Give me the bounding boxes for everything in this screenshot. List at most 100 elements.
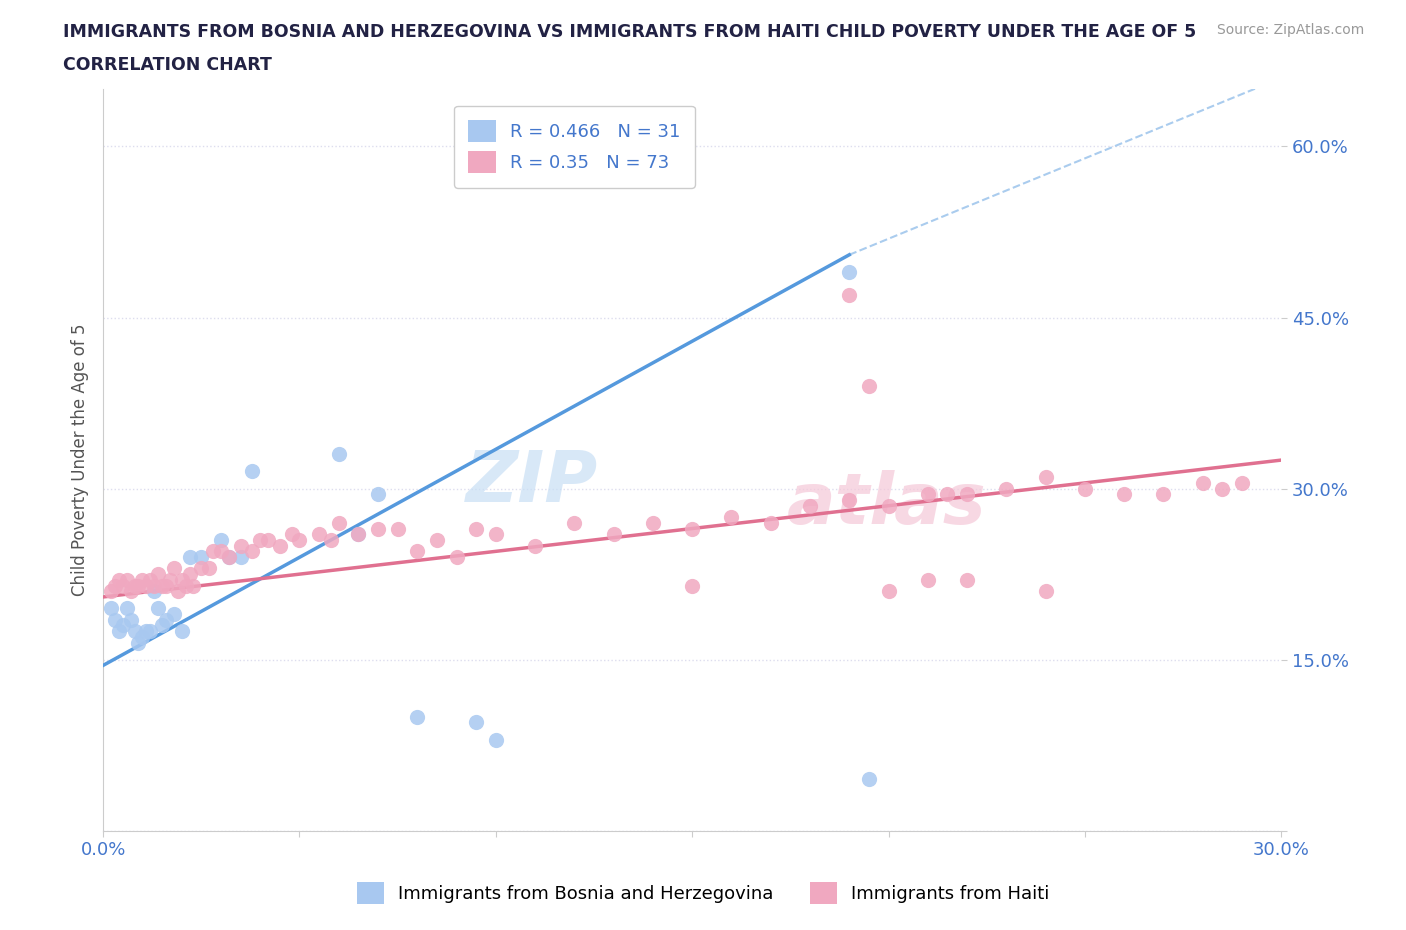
Point — [367, 487, 389, 502]
Point — [146, 601, 169, 616]
Point — [485, 526, 508, 541]
Point — [1035, 584, 1057, 599]
Text: IMMIGRANTS FROM BOSNIA AND HERZEGOVINA VS IMMIGRANTS FROM HAITI CHILD POVERTY UN: IMMIGRANTS FROM BOSNIA AND HERZEGOVINA V… — [63, 23, 1197, 41]
Point — [602, 526, 624, 541]
Point — [995, 481, 1018, 496]
Point — [406, 544, 429, 559]
Point — [269, 538, 291, 553]
Point — [150, 578, 173, 593]
Point — [1114, 487, 1136, 502]
Point — [174, 578, 197, 593]
Point — [858, 379, 880, 393]
Point — [917, 487, 939, 502]
Point — [280, 526, 302, 541]
Point — [150, 618, 173, 633]
Point — [720, 510, 742, 525]
Point — [956, 572, 979, 587]
Point — [877, 498, 900, 513]
Point — [257, 533, 280, 548]
Point — [641, 515, 664, 530]
Point — [183, 578, 205, 593]
Point — [446, 550, 468, 565]
Point — [681, 521, 703, 536]
Point — [159, 572, 181, 587]
Point — [1211, 481, 1233, 496]
Point — [115, 601, 138, 616]
Legend: R = 0.466   N = 31, R = 0.35   N = 73: R = 0.466 N = 31, R = 0.35 N = 73 — [454, 106, 695, 188]
Point — [759, 515, 782, 530]
Point — [124, 578, 146, 593]
Point — [218, 550, 240, 565]
Point — [858, 772, 880, 787]
Point — [328, 447, 350, 462]
Text: Source: ZipAtlas.com: Source: ZipAtlas.com — [1216, 23, 1364, 37]
Point — [170, 624, 193, 639]
Point — [143, 584, 166, 599]
Point — [564, 515, 586, 530]
Point — [135, 578, 157, 593]
Point — [877, 584, 900, 599]
Point — [155, 612, 177, 627]
Point — [218, 550, 240, 565]
Point — [104, 578, 127, 593]
Point — [240, 464, 263, 479]
Point — [163, 606, 186, 621]
Point — [936, 487, 959, 502]
Point — [209, 544, 232, 559]
Point — [240, 544, 263, 559]
Point — [347, 526, 370, 541]
Point — [170, 572, 193, 587]
Point — [139, 624, 162, 639]
Point — [127, 578, 149, 593]
Point — [426, 533, 449, 548]
Point — [1230, 475, 1253, 490]
Point — [308, 526, 330, 541]
Text: ZIP: ZIP — [465, 448, 598, 517]
Point — [111, 618, 134, 633]
Point — [681, 578, 703, 593]
Point — [155, 578, 177, 593]
Point — [143, 578, 166, 593]
Point — [1152, 487, 1174, 502]
Point — [108, 624, 131, 639]
Point — [387, 521, 409, 536]
Point — [190, 561, 212, 576]
Point — [127, 635, 149, 650]
Point — [131, 572, 153, 587]
Point — [917, 572, 939, 587]
Point — [120, 612, 142, 627]
Point — [465, 521, 488, 536]
Point — [288, 533, 311, 548]
Point — [319, 533, 342, 548]
Point — [179, 566, 201, 581]
Text: CORRELATION CHART: CORRELATION CHART — [63, 56, 273, 73]
Point — [347, 526, 370, 541]
Point — [838, 493, 860, 508]
Point — [328, 515, 350, 530]
Point — [166, 584, 188, 599]
Point — [956, 487, 979, 502]
Point — [202, 544, 225, 559]
Point — [799, 498, 821, 513]
Point — [115, 572, 138, 587]
Point — [838, 264, 860, 279]
Point — [209, 533, 232, 548]
Point — [229, 550, 252, 565]
Point — [100, 584, 122, 599]
Legend: Immigrants from Bosnia and Herzegovina, Immigrants from Haiti: Immigrants from Bosnia and Herzegovina, … — [349, 875, 1057, 911]
Point — [367, 521, 389, 536]
Point — [108, 572, 131, 587]
Point — [465, 715, 488, 730]
Point — [229, 538, 252, 553]
Point — [131, 630, 153, 644]
Point — [111, 578, 134, 593]
Y-axis label: Child Poverty Under the Age of 5: Child Poverty Under the Age of 5 — [72, 324, 89, 596]
Point — [1074, 481, 1097, 496]
Point — [135, 624, 157, 639]
Point — [179, 550, 201, 565]
Point — [485, 732, 508, 747]
Point — [146, 566, 169, 581]
Point — [1191, 475, 1213, 490]
Point — [100, 601, 122, 616]
Point — [249, 533, 271, 548]
